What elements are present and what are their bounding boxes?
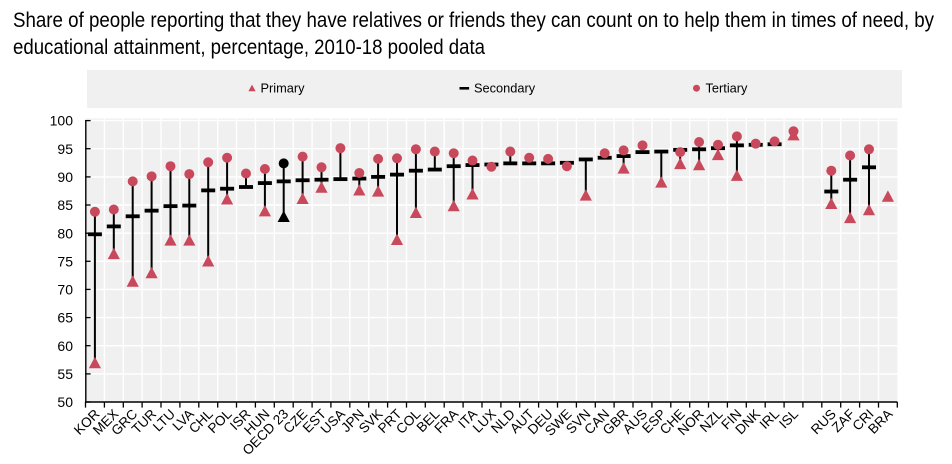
svg-text:75: 75 [57, 253, 73, 269]
svg-text:85: 85 [57, 197, 73, 213]
svg-text:65: 65 [57, 310, 73, 326]
svg-text:educational attainment, percen: educational attainment, percentage, 2010… [13, 36, 485, 59]
svg-text:Primary: Primary [261, 81, 306, 96]
svg-text:70: 70 [57, 282, 73, 298]
svg-text:Share of people reporting that: Share of people reporting that they have… [13, 9, 934, 32]
svg-text:95: 95 [57, 141, 73, 157]
svg-text:50: 50 [57, 394, 73, 410]
svg-text:80: 80 [57, 225, 73, 241]
svg-text:Tertiary: Tertiary [706, 81, 749, 96]
svg-text:60: 60 [57, 338, 73, 354]
svg-text:100: 100 [50, 113, 74, 129]
svg-text:90: 90 [57, 169, 73, 185]
svg-text:55: 55 [57, 366, 73, 382]
svg-text:Secondary: Secondary [474, 81, 536, 96]
